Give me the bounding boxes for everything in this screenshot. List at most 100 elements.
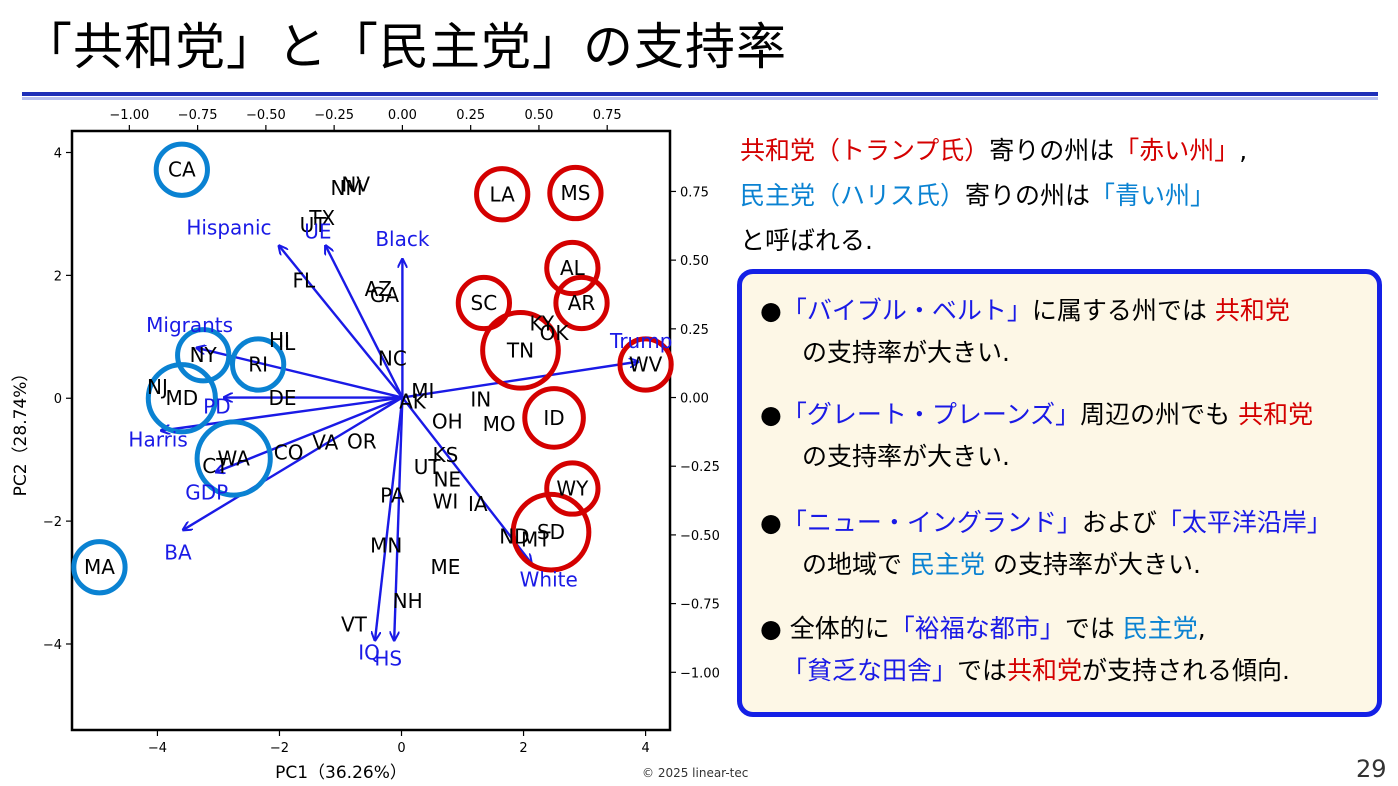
state-label-tx: TX — [308, 206, 335, 230]
state-label-me: ME — [430, 555, 460, 579]
feature-label-black: Black — [375, 227, 430, 251]
intro-text-a: 寄りの州は — [989, 136, 1115, 165]
state-label-nm: NM — [330, 176, 362, 200]
state-label-pa: PA — [380, 483, 405, 507]
feature-label-hs: HS — [374, 646, 402, 670]
state-label-vt: VT — [341, 612, 368, 636]
intro-text-b: 寄りの州は — [965, 181, 1091, 210]
state-circle-wv — [617, 336, 674, 393]
state-label-nj: NJ — [147, 375, 168, 399]
bullet-great-plains: ●「グレート・プレーンズ」周辺の州でも 共和党 の支持率が大きい. — [760, 394, 1313, 478]
bullet-text: 周辺の州でも — [1080, 400, 1231, 429]
state-label-wa: WA — [218, 446, 251, 470]
state-label-ne: NE — [433, 467, 461, 491]
intro-democrat: 民主党（ハリス氏） — [740, 181, 966, 210]
x2-tick-label: −0.25 — [314, 108, 354, 123]
x2-tick-label: 0.50 — [524, 108, 553, 123]
state-label-ar: AR — [568, 291, 596, 315]
state-label-md: MD — [166, 386, 199, 410]
x2-tick-label: 0.00 — [388, 108, 417, 123]
plot-axes: −4 −2 0 2 4 −4 −2 0 2 4 −1.00 −0.75 −0.50 −0.25 0.00 0.… — [11, 108, 720, 783]
loading-arrow-trump — [402, 362, 637, 399]
y2-tick-label: 0.50 — [680, 254, 709, 269]
state-circle-ri — [229, 336, 287, 393]
feature-label-ba: BA — [164, 540, 192, 564]
slide-title: 「共和党」と「民主党」の支持率 — [22, 18, 787, 76]
rich-city-label: 「裕福な都市」 — [889, 614, 1065, 643]
loading-arrow-hs — [394, 397, 404, 640]
feature-label-gdp: GDP — [185, 481, 228, 505]
state-label-nh: NH — [393, 589, 423, 613]
state-label-in: IN — [470, 387, 491, 411]
state-label-hi: HI — [269, 328, 290, 352]
bullet-text: および — [1081, 508, 1157, 537]
state-label-mi: MI — [411, 379, 434, 403]
bible-belt-label: 「バイブル・ベルト」 — [781, 296, 1032, 325]
feature-label-migrants: Migrants — [146, 313, 233, 337]
summary-box: ●「バイブル・ベルト」に属する州では 共和党 の支持率が大きい. ●「グレート・… — [737, 269, 1382, 717]
bullet-text: に属する州では — [1031, 296, 1207, 325]
x-tick-label: 2 — [519, 741, 527, 756]
feature-label-ue: UE — [304, 219, 331, 243]
intro-republican: 共和党（トランプ氏） — [740, 136, 990, 165]
plot-frame — [70, 129, 672, 732]
state-label-ma: MA — [84, 555, 115, 579]
state-circle-ca — [153, 141, 210, 198]
pacific-coast-label: 「太平洋沿岸」 — [1156, 508, 1332, 537]
y-tick-label: 2 — [54, 269, 62, 284]
bullet-mark: ● — [760, 296, 782, 325]
bullet-mark: ● — [760, 508, 782, 537]
state-circle-la — [474, 166, 531, 223]
y-tick-label: 0 — [54, 392, 62, 407]
title-underline — [22, 92, 1378, 96]
feature-label-pd: PD — [203, 395, 230, 419]
x-axis-label: PC1（36.26%） — [275, 763, 407, 783]
state-circle-ny — [175, 327, 232, 384]
loading-arrow-ba — [184, 396, 404, 530]
state-circle-al — [544, 239, 601, 297]
state-label-id: ID — [543, 406, 564, 430]
state-label-ms: MS — [560, 181, 590, 205]
state-label-or: OR — [347, 429, 377, 453]
state-label-tn: TN — [506, 338, 534, 362]
state-label-ky: KY — [530, 311, 555, 335]
state-label-wi: WI — [433, 489, 459, 513]
x2-tick-label: 0.75 — [593, 108, 622, 123]
state-circle-sc — [455, 274, 513, 332]
bullet-mark: ● — [760, 614, 782, 643]
intro-line-3: と呼ばれる. — [740, 226, 873, 255]
state-label-de: DE — [268, 386, 296, 410]
y-axis-label: PC2（28.74%） — [11, 365, 31, 497]
y2-tick-label: −0.50 — [680, 529, 720, 544]
state-circle-md — [145, 362, 218, 435]
intro-text: 共和党（トランプ氏）寄りの州は「赤い州」, 民主党（ハリス氏）寄りの州は「青い州… — [740, 128, 1247, 263]
x2-tick-label: −1.00 — [109, 108, 149, 123]
state-label-ct: CT — [202, 454, 229, 478]
republican-label: 共和党 — [1214, 296, 1290, 325]
y-tick-label: −2 — [43, 515, 62, 530]
bullet-continuation: の支持率が大きい. — [802, 442, 1010, 471]
bullet-continuation: の支持率が大きい. — [802, 338, 1010, 367]
state-label-mn: MN — [370, 534, 402, 558]
intro-line-2: 民主党（ハリス氏）寄りの州は「青い州」 — [740, 173, 1247, 218]
democrat-label: 民主党 — [909, 550, 985, 579]
state-label-ia: IA — [468, 492, 488, 516]
x-tick-label: 0 — [397, 741, 405, 756]
state-label-fl: FL — [293, 268, 317, 292]
state-label-ny: NY — [190, 343, 218, 367]
state-label-ks: KS — [433, 443, 459, 467]
bullet-new-england: ●「ニュー・イングランド」および「太平洋沿岸」 の地域で 民主党 の支持率が大き… — [760, 502, 1332, 586]
bullet-overall: ● 全体的に「裕福な都市」では 民主党, 「貧乏な田舎」では共和党が支持される傾… — [760, 608, 1290, 692]
state-label-sd: SD — [537, 520, 565, 544]
state-label-nv: NV — [341, 172, 370, 196]
y2-tick-label: 0.25 — [680, 323, 709, 338]
x-tick-label: −4 — [148, 741, 167, 756]
state-label-il: IL — [278, 331, 296, 355]
state-label-nd: ND — [499, 524, 529, 548]
loading-arrow-hispanic — [280, 246, 404, 399]
bullet-continuation: の地域で 民主党 の支持率が大きい. — [802, 550, 1201, 579]
state-circle-wy — [544, 460, 601, 517]
state-label-ut: UT — [300, 213, 328, 237]
y2-tick-label: 0.75 — [680, 185, 709, 200]
